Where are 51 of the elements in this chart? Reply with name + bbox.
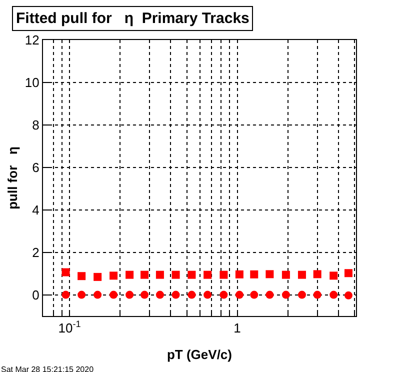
y-tick-label: 4 [32, 202, 40, 218]
point [110, 290, 118, 299]
point [298, 270, 306, 279]
y-tick-label: 10 [24, 75, 40, 90]
point [110, 272, 118, 280]
point [78, 290, 86, 299]
point [330, 272, 338, 280]
point [266, 290, 274, 299]
y-tick-label: 8 [32, 117, 40, 132]
y-tick-label: 2 [32, 244, 40, 260]
y-tick-label: 0 [32, 287, 40, 302]
point [172, 290, 180, 299]
point [282, 290, 290, 299]
point [220, 290, 228, 299]
point [282, 270, 290, 279]
point [94, 272, 102, 281]
y-tick-label: 6 [32, 160, 40, 175]
point [313, 290, 322, 299]
x-axis-title: pT (GeV/c) [166, 347, 232, 362]
point [94, 290, 102, 299]
point [172, 270, 180, 279]
x-tick-label: 1 [234, 320, 241, 336]
point [62, 290, 70, 299]
y-axis-title: pull for η [4, 146, 20, 210]
point [204, 290, 212, 299]
point [140, 290, 149, 299]
point [78, 272, 86, 280]
point [330, 290, 338, 299]
point [188, 290, 196, 299]
point [313, 270, 322, 278]
point [235, 270, 244, 278]
text: Sat Mar 28 15:21:15 2020 [1, 365, 94, 372]
point [156, 270, 164, 279]
point [188, 270, 196, 279]
chart-title: Fitted pull for η Primary Tracks [16, 10, 250, 27]
point [235, 290, 244, 299]
point [298, 290, 306, 299]
point [266, 270, 274, 278]
point [204, 270, 212, 279]
point [250, 270, 258, 278]
x-tick-label: 10$^{-1}$ [58, 319, 81, 336]
point [126, 290, 134, 299]
point [220, 270, 228, 279]
point [344, 291, 352, 300]
point [156, 290, 164, 299]
y-tick-label: 12 [24, 32, 40, 48]
point [62, 268, 70, 276]
point [250, 290, 258, 299]
point [344, 269, 352, 278]
point [126, 270, 134, 279]
point [140, 270, 149, 279]
